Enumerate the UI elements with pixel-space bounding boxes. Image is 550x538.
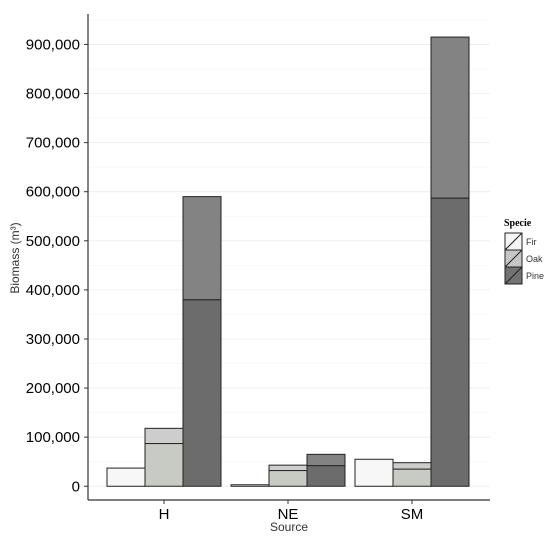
legend-key-diagonal — [504, 232, 523, 251]
y-tick-label: 200,000 — [26, 380, 80, 397]
x-tick-label-sm: SM — [401, 506, 424, 523]
legend-key-diagonal — [504, 249, 523, 268]
grid-lines — [88, 19, 490, 487]
bar-pine-ne-upper — [306, 453, 346, 467]
bar-fir-ne-upper — [230, 484, 270, 487]
legend: Specie Fir Oak Pine — [504, 218, 544, 285]
y-tick-label: 700,000 — [26, 135, 80, 152]
bar-pine-h-upper — [182, 196, 222, 301]
x-tick-label-ne: NE — [278, 506, 299, 523]
y-axis-title: Biomass (m³) — [8, 222, 22, 293]
y-tick-label: 0 — [72, 478, 80, 495]
bar-oak-ne-lower — [268, 470, 308, 487]
y-tick-label: 300,000 — [26, 331, 80, 348]
legend-label-pine: Pine — [526, 271, 544, 281]
bar-oak-sm-upper — [392, 462, 432, 470]
y-ticks-group: 0 100,000 200,000 300,000 400,000 500,000 600,… — [26, 36, 88, 495]
y-tick-label: 100,000 — [26, 429, 80, 446]
bars-group — [106, 36, 470, 487]
x-ticks-group: H NE SM — [159, 500, 424, 523]
y-tick-label: 400,000 — [26, 282, 80, 299]
y-tick-label: 500,000 — [26, 233, 80, 250]
y-tick-label: 800,000 — [26, 86, 80, 103]
y-tick-label: 600,000 — [26, 184, 80, 201]
bar-pine-sm-lower — [430, 197, 470, 487]
bar-fir-h-upper — [106, 467, 146, 487]
bar-oak-h-upper — [144, 427, 184, 445]
legend-label-oak: Oak — [526, 254, 543, 264]
x-tick-label-h: H — [159, 506, 170, 523]
y-tick-label: 900,000 — [26, 36, 80, 53]
x-axis-title: Source — [270, 520, 308, 534]
legend-label-fir: Fir — [526, 237, 537, 247]
axes-group — [87, 14, 490, 501]
legend-key-diagonal — [504, 266, 523, 285]
bar-oak-h-lower — [144, 443, 184, 487]
bar-pine-h-lower — [182, 299, 222, 487]
bar-oak-ne-upper — [268, 464, 308, 472]
legend-title: Specie — [504, 218, 532, 229]
bar-pine-sm-upper — [430, 36, 470, 199]
bar-oak-sm-lower — [392, 468, 432, 487]
bar-fir-sm-upper — [354, 458, 394, 487]
bar-pine-ne-lower — [306, 465, 346, 487]
